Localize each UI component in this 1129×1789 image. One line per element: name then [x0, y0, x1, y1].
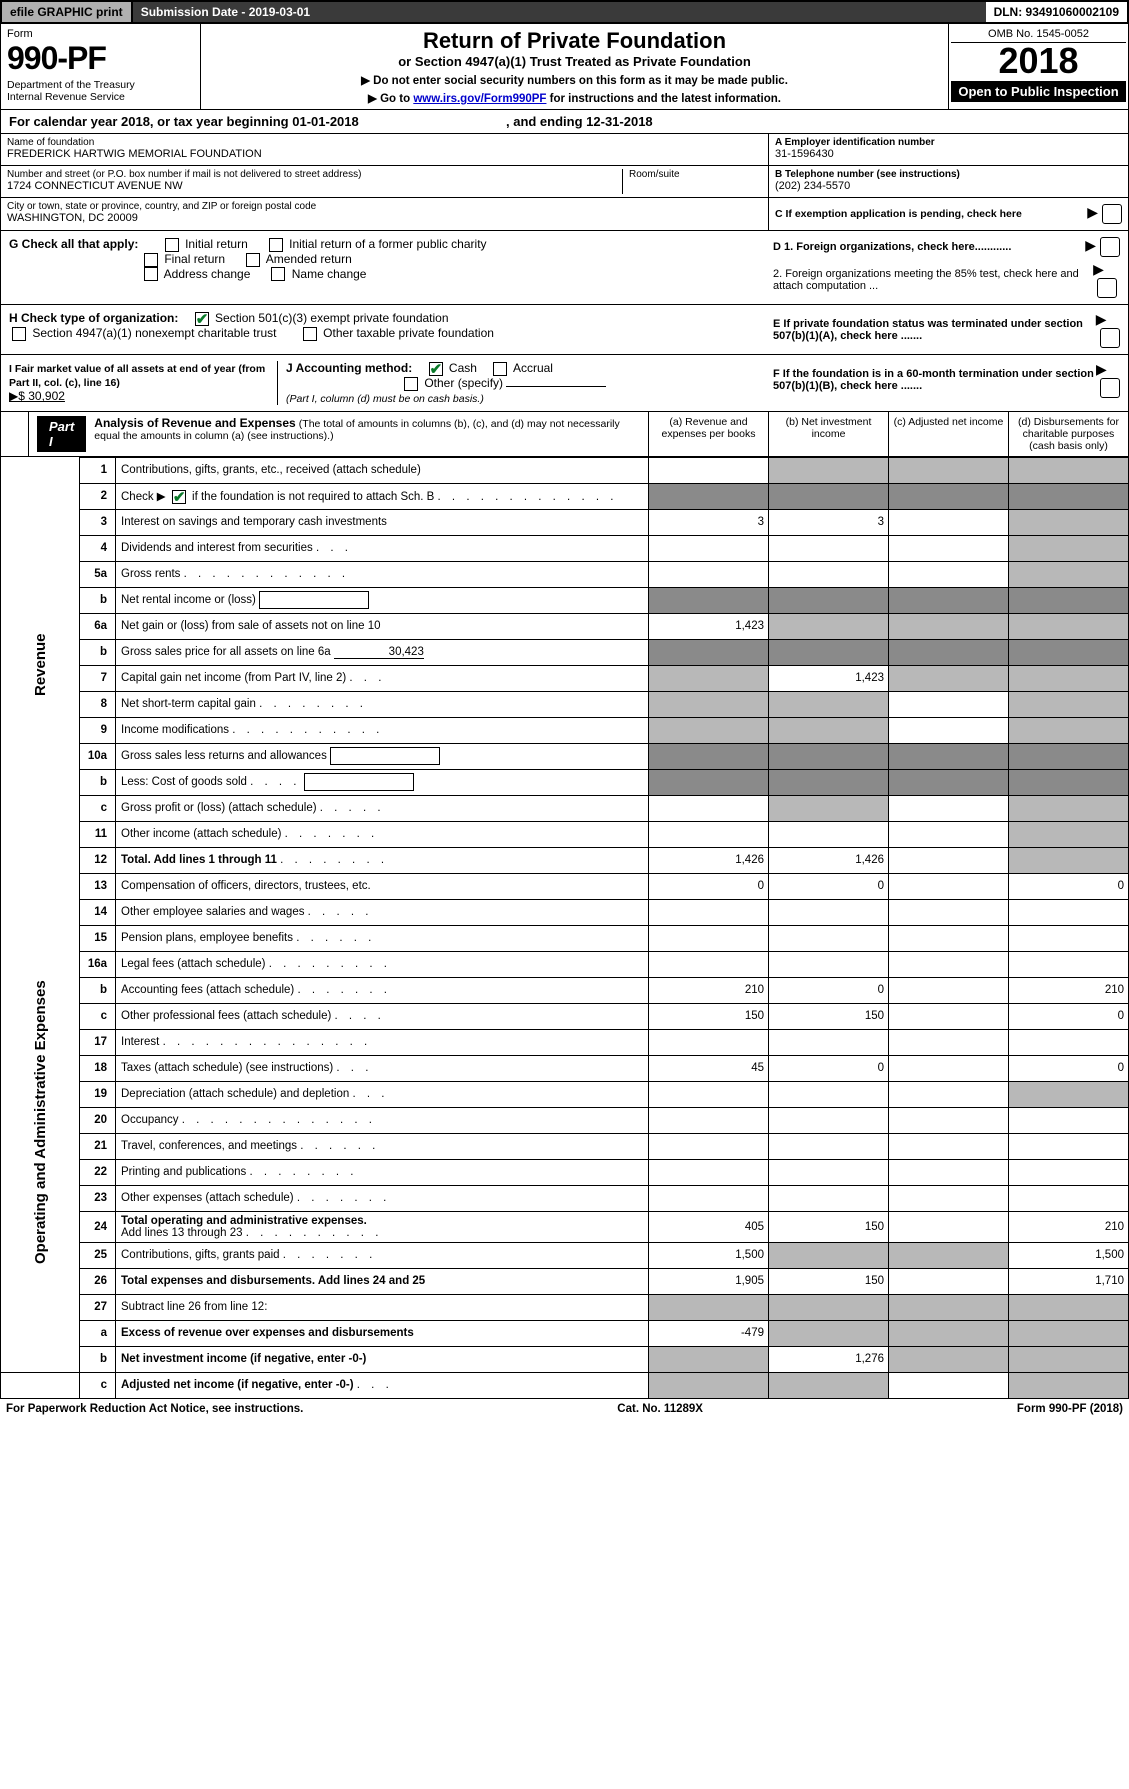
entity-info: Name of foundation FREDERICK HARTWIG MEM… — [0, 134, 1129, 231]
part1-title: Analysis of Revenue and Expenses — [94, 416, 295, 430]
footer: For Paperwork Reduction Act Notice, see … — [0, 1399, 1129, 1419]
d2-checkbox[interactable] — [1097, 278, 1117, 298]
form-label: Form — [7, 28, 194, 40]
section-g-d: G Check all that apply: Initial return I… — [0, 231, 1129, 305]
revenue-side-label: Revenue — [1, 457, 80, 873]
h-label: H Check type of organization: — [9, 311, 178, 325]
top-bar: efile GRAPHIC print Submission Date - 20… — [0, 0, 1129, 24]
h-501c3-cb[interactable] — [195, 312, 209, 326]
calendar-year-row: For calendar year 2018, or tax year begi… — [0, 110, 1129, 134]
10a-box[interactable] — [330, 747, 440, 765]
part1-header: Part I Analysis of Revenue and Expenses … — [0, 412, 1129, 457]
expenses-side-label: Operating and Administrative Expenses — [1, 873, 80, 1372]
part1-label: Part I — [37, 416, 86, 452]
dept-label: Department of the Treasury — [7, 79, 194, 91]
g-amended-return-cb[interactable] — [246, 253, 260, 267]
col-a-header: (a) Revenue and expenses per books — [648, 412, 768, 456]
tel-label: B Telephone number (see instructions) — [775, 169, 1122, 180]
irs-label: Internal Revenue Service — [7, 91, 194, 103]
form-title: Return of Private Foundation — [209, 28, 940, 54]
f-checkbox[interactable] — [1100, 378, 1120, 398]
note-goto-post: for instructions and the latest informat… — [546, 93, 781, 105]
e-checkbox[interactable] — [1100, 328, 1120, 348]
form-number: 990-PF — [7, 40, 194, 77]
tax-year: 2018 — [951, 43, 1126, 79]
col-c-header: (c) Adjusted net income — [888, 412, 1008, 456]
city-label: City or town, state or province, country… — [7, 201, 762, 212]
g-address-change-cb[interactable] — [144, 267, 158, 281]
open-to-public: Open to Public Inspection — [951, 81, 1126, 102]
note-ssn: ▶ Do not enter social security numbers o… — [209, 73, 940, 87]
schb-checkbox[interactable] — [172, 490, 186, 504]
i-label: I Fair market value of all assets at end… — [9, 363, 265, 389]
j-accrual-cb[interactable] — [493, 362, 507, 376]
dln: DLN: 93491060002109 — [986, 2, 1127, 22]
j-note: (Part I, column (d) must be on cash basi… — [286, 393, 484, 405]
h-other-taxable-cb[interactable] — [303, 327, 317, 341]
note-goto-pre: ▶ Go to — [368, 93, 413, 105]
form-header: Form 990-PF Department of the Treasury I… — [0, 24, 1129, 110]
g-name-change-cb[interactable] — [271, 267, 285, 281]
form-subtitle: or Section 4947(a)(1) Trust Treated as P… — [209, 54, 940, 69]
ein-label: A Employer identification number — [775, 137, 1122, 148]
g-initial-former-cb[interactable] — [269, 238, 283, 252]
section-i-j-f: I Fair market value of all assets at end… — [0, 355, 1129, 412]
5b-box[interactable] — [259, 591, 369, 609]
d1-checkbox[interactable] — [1100, 237, 1120, 257]
address-label: Number and street (or P.O. box number if… — [7, 169, 622, 180]
submission-date: Submission Date - 2019-03-01 — [133, 2, 986, 22]
i-value: ▶$ 30,902 — [9, 389, 65, 403]
j-cash-cb[interactable] — [429, 362, 443, 376]
col-b-header: (b) Net investment income — [768, 412, 888, 456]
room-label: Room/suite — [629, 169, 762, 180]
g-label: G Check all that apply: — [9, 237, 138, 251]
g-initial-return-cb[interactable] — [165, 238, 179, 252]
g-final-return-cb[interactable] — [144, 253, 158, 267]
tel-value: (202) 234-5570 — [775, 180, 1122, 192]
c-label: C If exemption application is pending, c… — [775, 208, 1022, 220]
d2-label: 2. Foreign organizations meeting the 85%… — [773, 268, 1093, 292]
name-label: Name of foundation — [7, 137, 762, 148]
section-h-e: H Check type of organization: Section 50… — [0, 305, 1129, 355]
footer-left: For Paperwork Reduction Act Notice, see … — [6, 1403, 303, 1415]
irs-link[interactable]: www.irs.gov/Form990PF — [413, 93, 546, 105]
h-4947-cb[interactable] — [12, 327, 26, 341]
foundation-name: FREDERICK HARTWIG MEMORIAL FOUNDATION — [7, 148, 762, 160]
c-checkbox[interactable] — [1102, 204, 1122, 224]
j-other-cb[interactable] — [404, 377, 418, 391]
address-value: 1724 CONNECTICUT AVENUE NW — [7, 180, 622, 192]
6b-value: 30,423 — [334, 646, 424, 659]
efile-print-button[interactable]: efile GRAPHIC print — [2, 2, 133, 22]
e-label: E If private foundation status was termi… — [773, 318, 1096, 342]
col-d-header: (d) Disbursements for charitable purpose… — [1008, 412, 1128, 456]
j-label: J Accounting method: — [286, 361, 412, 375]
10b-box[interactable] — [304, 773, 414, 791]
city-value: WASHINGTON, DC 20009 — [7, 212, 762, 224]
footer-mid: Cat. No. 11289X — [617, 1403, 703, 1415]
part1-table: Revenue 1 Contributions, gifts, grants, … — [0, 457, 1129, 1399]
ein-value: 31-1596430 — [775, 148, 1122, 160]
d1-label: D 1. Foreign organizations, check here..… — [773, 241, 1011, 253]
footer-right: Form 990-PF (2018) — [1017, 1403, 1123, 1415]
f-label: F If the foundation is in a 60-month ter… — [773, 368, 1096, 392]
